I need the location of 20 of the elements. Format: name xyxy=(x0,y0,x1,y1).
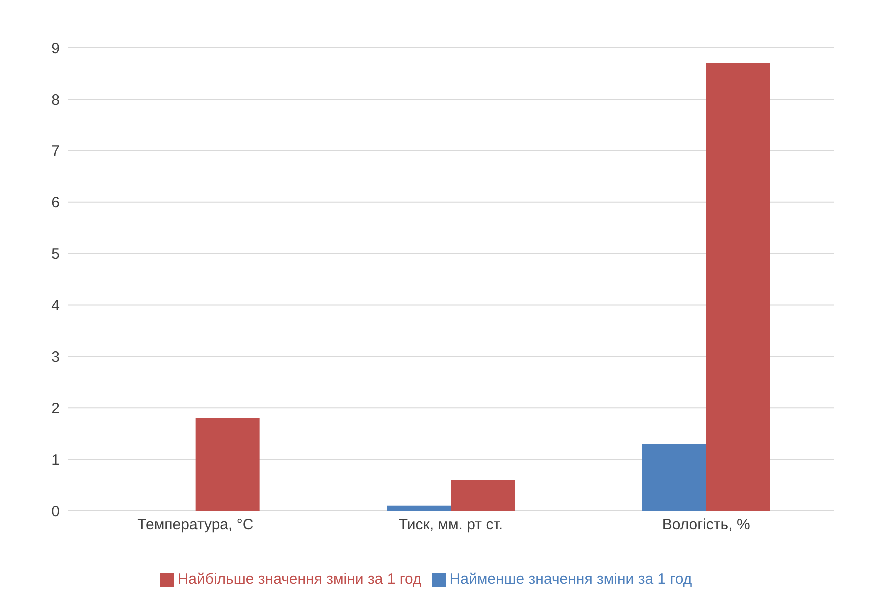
y-tick-label: 2 xyxy=(52,400,60,418)
bar xyxy=(451,480,516,511)
y-tick-label: 5 xyxy=(52,246,60,264)
x-tick-label: Вологість, % xyxy=(662,516,750,534)
bar xyxy=(387,506,452,511)
y-tick-label: 1 xyxy=(52,452,60,469)
bar xyxy=(642,444,706,511)
bar xyxy=(706,63,770,511)
x-tick-label: Температура, °C xyxy=(138,516,254,534)
legend-label: Найбільше значення зміни за 1 год xyxy=(178,571,422,588)
y-tick-label: 4 xyxy=(52,298,60,315)
legend-label: Найменше значення зміни за 1 год xyxy=(450,571,692,588)
bar xyxy=(196,418,260,511)
y-tick-label: 3 xyxy=(52,348,60,366)
y-tick-label: 7 xyxy=(52,143,60,160)
y-tick-label: 9 xyxy=(52,40,60,58)
y-tick-label: 8 xyxy=(52,92,60,109)
x-tick-label: Тиск, мм. рт ст. xyxy=(398,516,504,534)
y-tick-label: 0 xyxy=(52,503,60,520)
y-tick-label: 6 xyxy=(52,194,60,212)
